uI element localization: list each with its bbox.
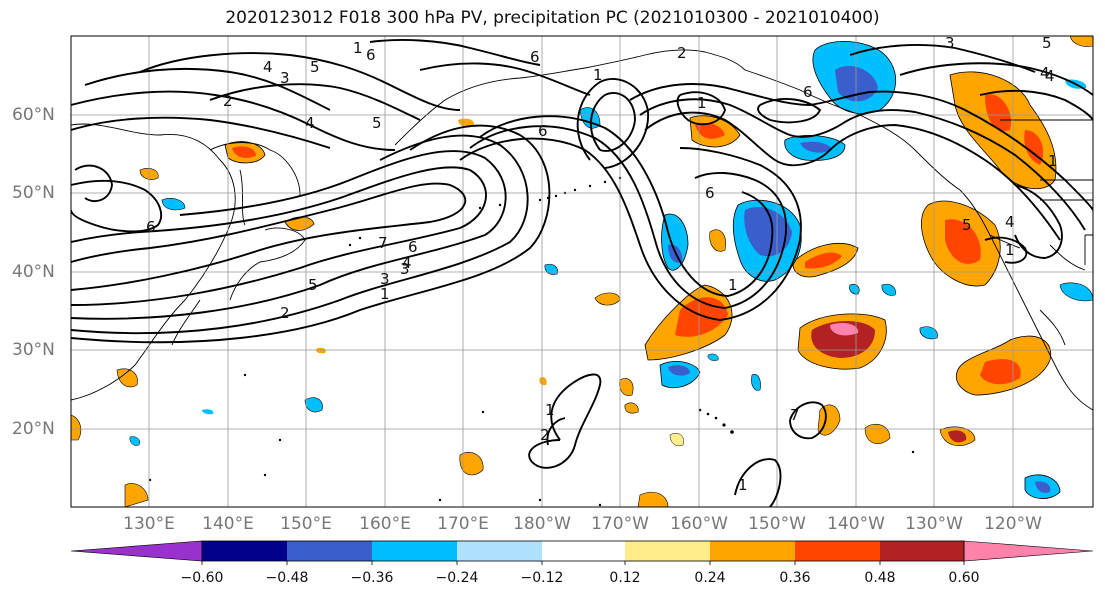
contour-label: 1 (545, 401, 555, 419)
colorbar-segment (457, 541, 542, 561)
colorbar-extend-high (963, 540, 1094, 562)
lon-label: 130°E (123, 514, 175, 534)
contour-label: 1 (1005, 241, 1015, 259)
lon-label: 160°W (670, 514, 728, 534)
contour-label: 6 (705, 184, 715, 202)
precip-negative-shading (129, 40, 1093, 499)
lon-label: 120°W (984, 514, 1042, 534)
colorbar-tick-label: −0.24 (435, 570, 479, 586)
contour-label: 1 (380, 285, 390, 303)
contour-label: 4 (402, 254, 412, 272)
lon-label: 180°W (513, 514, 571, 534)
contour-label: 4 (1045, 67, 1055, 85)
contour-label: 4 (305, 114, 315, 132)
contour-label: 1 (697, 94, 707, 112)
colorbar-tick-label: −0.36 (350, 570, 394, 586)
colorbar-tick-label: 0.36 (779, 570, 811, 586)
lon-label: 130°W (905, 514, 963, 534)
contour-label: 2 (677, 44, 687, 62)
contour-label: 1 (353, 39, 363, 57)
colorbar-segment (625, 541, 710, 561)
contour-label: 2 (223, 92, 233, 110)
colorbar-tick-label: −0.48 (265, 570, 309, 586)
colorbar-segment (287, 541, 372, 561)
contour-label: 6 (366, 46, 376, 64)
lat-label: 20°N (12, 419, 55, 439)
colorbar-extend-low (70, 540, 203, 562)
contour-label: 6 (408, 238, 418, 256)
contour-label: 5 (308, 276, 318, 294)
contour-label: 1 (738, 476, 748, 494)
contour-label: 2 (540, 426, 550, 444)
lat-label: 40°N (12, 262, 55, 282)
map-title: 2020123012 F018 300 hPa PV, precipitatio… (225, 8, 880, 28)
colorbar-segment (795, 541, 880, 561)
contour-label: 5 (1042, 34, 1052, 52)
contour-label: 1 (1048, 152, 1058, 170)
precip-positive-shading (71, 36, 1093, 507)
contour-label: 4 (263, 58, 273, 76)
contour-label: 6 (530, 48, 540, 66)
contour-label: 3 (945, 34, 955, 52)
lat-label: 50°N (12, 183, 55, 203)
contour-label: 7 (378, 234, 388, 252)
contour-label: 4 (1040, 64, 1050, 82)
contour-label: 2 (280, 304, 290, 322)
lat-label: 60°N (12, 105, 55, 125)
colorbar-segment (372, 541, 457, 561)
contour-label: 1 (593, 66, 603, 84)
colorbar-segment (710, 541, 795, 561)
islands (148, 176, 915, 507)
contour-label: 5 (962, 216, 972, 234)
contour-label: 5 (372, 114, 382, 132)
contour-label: 5 (310, 58, 320, 76)
lon-label: 160°E (359, 514, 411, 534)
lon-label: 150°E (280, 514, 332, 534)
contour-label: 6 (146, 218, 156, 236)
graticule (71, 36, 1093, 507)
contour-label: 3 (280, 69, 290, 87)
contour-label: 3 (380, 270, 390, 288)
contour-labels: 1 6 4 3 5 2 4 5 6 6 2 1 6 7 6 3 1 5 3 4 … (146, 34, 1058, 494)
lon-label: 150°W (748, 514, 806, 534)
colorbar-tick-label: −0.60 (180, 570, 224, 586)
lon-label: 140°W (827, 514, 885, 534)
lon-label: 170°E (437, 514, 489, 534)
colorbar-tick-label: 0.60 (948, 570, 980, 586)
colorbar-tick-label: 0.24 (694, 570, 726, 586)
pv-contours (71, 39, 1093, 507)
colorbar-tick-label: −0.12 (520, 570, 564, 586)
contour-label: 6 (538, 122, 548, 140)
contour-label: 6 (803, 83, 813, 101)
lon-label: 170°W (591, 514, 649, 534)
contour-label: 3 (400, 260, 410, 278)
contour-label: 1 (728, 276, 738, 294)
lon-label: 140°E (202, 514, 254, 534)
map-frame (70, 35, 1094, 508)
lat-label: 30°N (12, 340, 55, 360)
colorbar-segment (542, 541, 625, 561)
colorbar (70, 540, 1094, 565)
colorbar-segment (880, 541, 964, 561)
colorbar-segment (202, 541, 287, 561)
contour-label: 7 (790, 406, 800, 424)
colorbar-tick-label: 0.48 (864, 570, 896, 586)
contour-label: 4 (1005, 213, 1015, 231)
colorbar-tick-label: 0.12 (609, 570, 641, 586)
